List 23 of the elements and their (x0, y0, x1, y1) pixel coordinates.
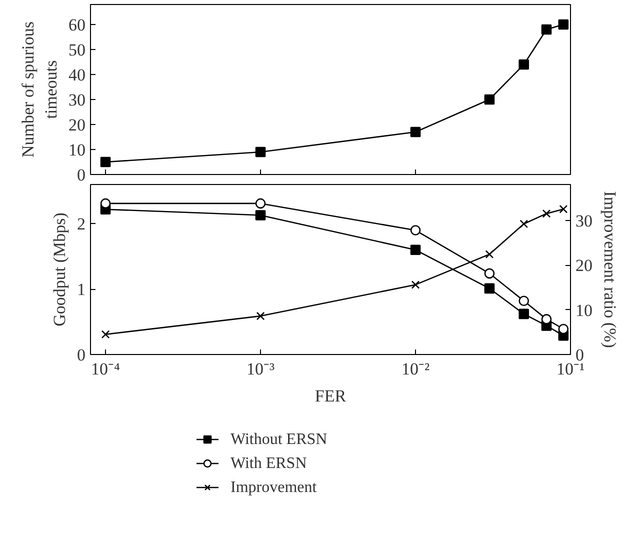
x-tick-label: 10⁻² (401, 360, 430, 378)
y2-tick-label: 30 (576, 211, 592, 230)
legend-label: Improvement (230, 479, 318, 496)
y-tick-label: 50 (68, 40, 86, 60)
legend-label: With ERSN (230, 455, 308, 472)
y-tick-label: 0 (77, 166, 86, 184)
y-tick-label: 0 (77, 346, 86, 364)
y2-tick-label: 20 (576, 256, 592, 276)
y-tick-label: 20 (68, 116, 86, 134)
y2-axis-title: Improvement ratio (%) (600, 191, 620, 348)
y-tick-label: 60 (68, 16, 86, 34)
y-axis-title: Number of spurious timeouts (18, 22, 60, 158)
y-tick-label: 1 (77, 280, 86, 300)
y-tick-label: 40 (68, 66, 86, 84)
y2-tick-label: 10 (576, 300, 592, 320)
y-tick-label: 30 (68, 90, 86, 110)
x-tick-label: 10⁻⁴ (91, 360, 120, 378)
legend-label: Without ERSN (230, 431, 328, 448)
x-tick-label: 10⁻³ (246, 360, 275, 378)
x-axis-title: FER (314, 386, 347, 406)
y-tick-label: 2 (77, 214, 86, 234)
y-axis-title: Goodput (Mbps) (50, 212, 69, 326)
y-tick-label: 10 (68, 140, 86, 160)
